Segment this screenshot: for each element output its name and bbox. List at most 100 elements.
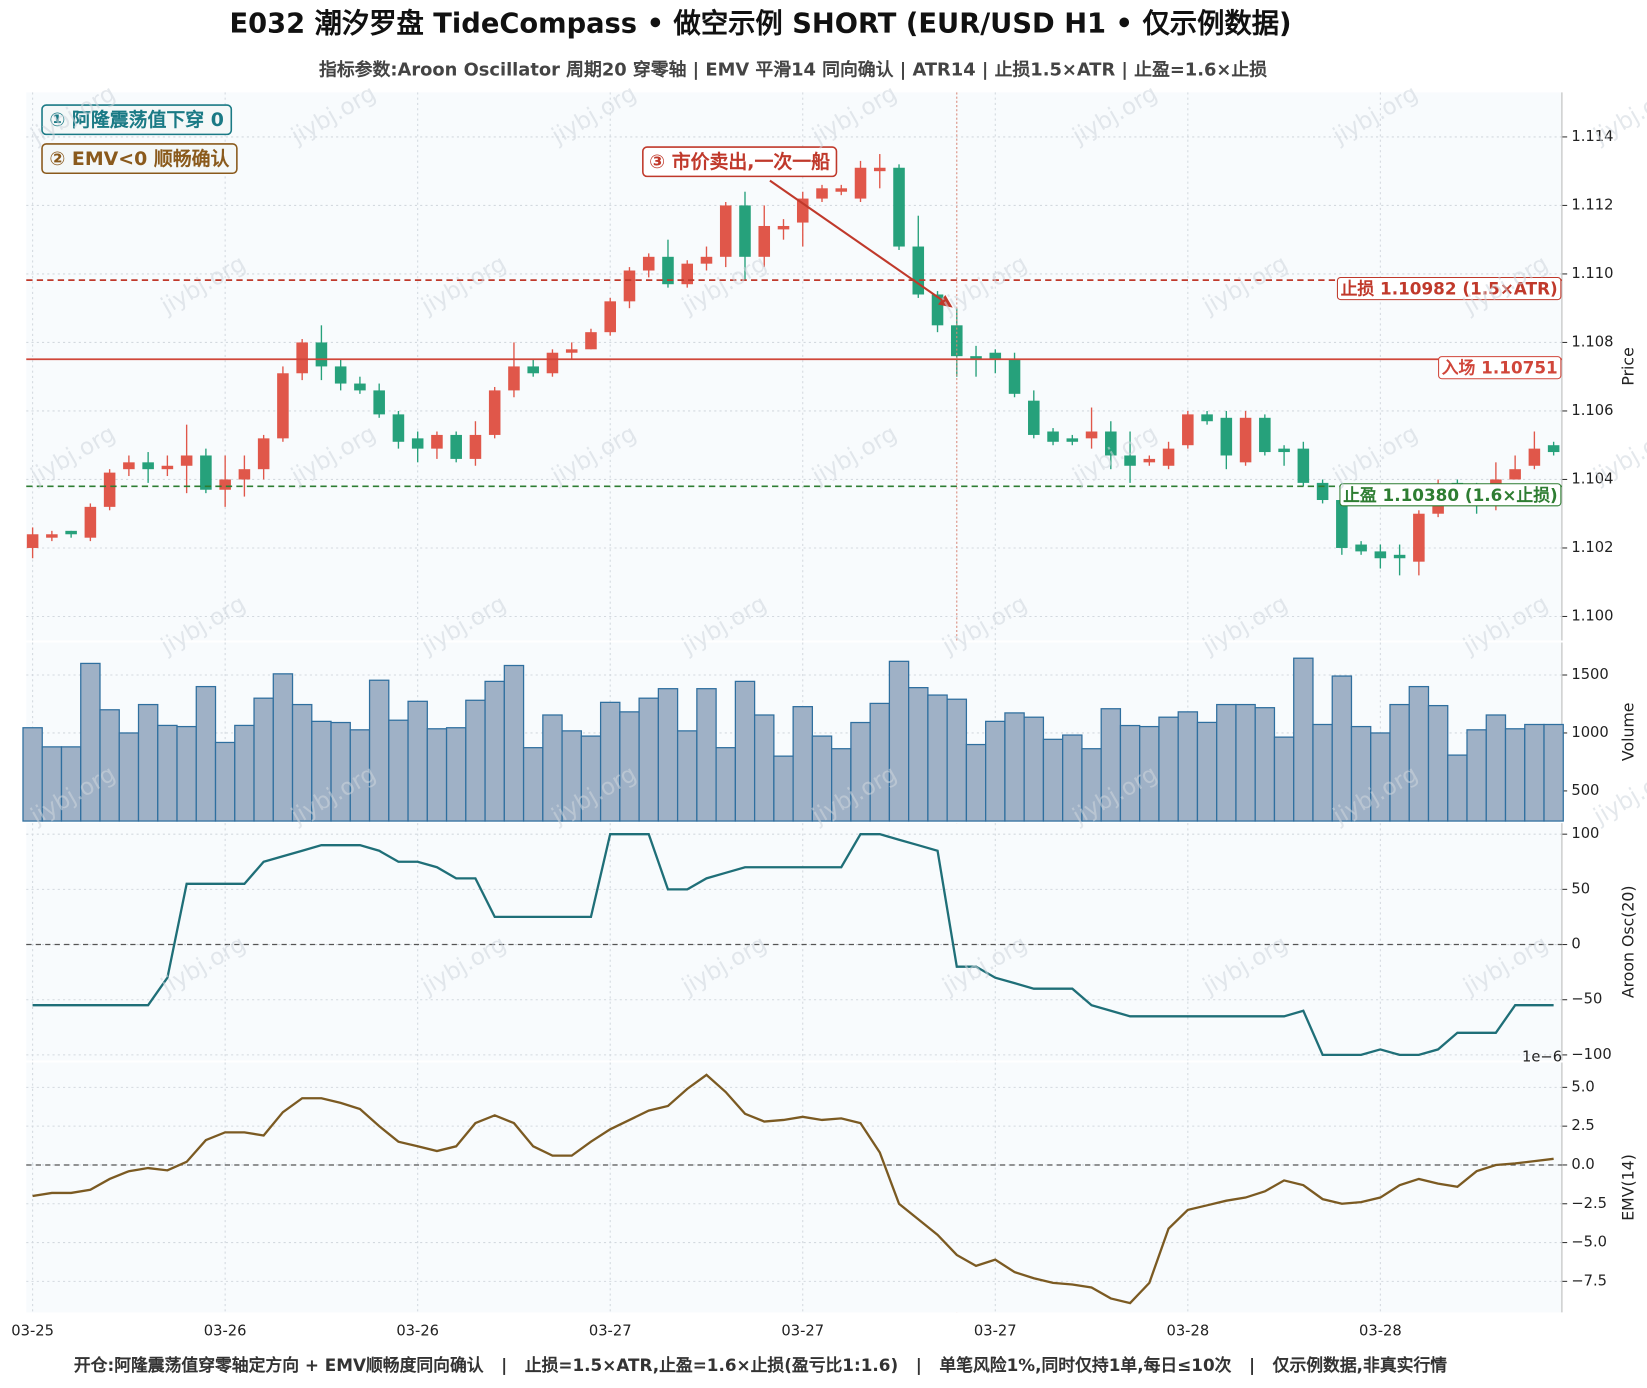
candle-body <box>1201 414 1213 422</box>
candle-body <box>277 373 289 439</box>
candle-body <box>1239 417 1252 463</box>
annotation-arrowhead <box>937 295 953 308</box>
footer: 开仓:阿隆震荡值穿零轴定方向 + EMV顺畅度同向确认 | 止损=1.5×ATR… <box>74 1355 1447 1375</box>
candle-body <box>411 438 424 449</box>
y-tick-label: 1.108 <box>1571 333 1613 350</box>
candle-body <box>1047 431 1059 442</box>
candle-body <box>123 462 135 470</box>
x-tick-label: 03-26 <box>396 1322 439 1339</box>
x-tick-label: 03-28 <box>1166 1322 1209 1339</box>
y-tick-label: 1.102 <box>1571 539 1613 556</box>
y-axis-label: EMV(14) <box>1619 1154 1638 1221</box>
y-tick-label: −100 <box>1571 1046 1611 1063</box>
candle-body <box>142 462 154 470</box>
candle-body <box>854 167 867 199</box>
candle-body <box>931 294 944 326</box>
volume-bar <box>272 673 294 822</box>
candle-body <box>777 225 790 230</box>
legend-box <box>41 104 233 136</box>
candle-body <box>816 188 828 199</box>
volume-bar <box>214 741 236 822</box>
y-tick-label: 0 <box>1571 936 1580 953</box>
volume-bar <box>1042 738 1064 822</box>
candle-body <box>354 383 366 391</box>
volume-bar <box>522 747 544 822</box>
candle-body <box>1220 417 1233 456</box>
candle-body <box>1066 438 1079 442</box>
candle-body <box>431 434 443 449</box>
candle-body <box>623 270 636 302</box>
candle-body <box>219 479 231 490</box>
y-tick-label: 5.0 <box>1571 1078 1594 1095</box>
volume-bar <box>234 724 255 822</box>
candle-body <box>989 352 1002 360</box>
candle-body <box>681 263 694 285</box>
x-tick-label: 03-27 <box>781 1322 824 1339</box>
y-tick-label: 500 <box>1571 782 1599 799</box>
volume-bar <box>1466 729 1487 822</box>
volume-bar <box>445 727 467 822</box>
candle-body <box>527 366 539 374</box>
volume-bar <box>792 706 814 822</box>
candle-body <box>65 530 77 535</box>
candle-body <box>546 352 559 374</box>
candle-body <box>565 349 578 353</box>
volume-bar <box>137 703 159 822</box>
volume-bar <box>465 699 486 822</box>
chart-subtitle: 指标参数:Aroon Oscillator 周期20 穿零轴 | EMV 平滑1… <box>319 58 1267 80</box>
candle-body <box>1182 414 1194 446</box>
y-tick-label: 0.0 <box>1571 1156 1594 1173</box>
candle-body <box>488 390 501 435</box>
candle-body <box>469 434 482 459</box>
volume-bar <box>985 720 1006 822</box>
y-tick-label: 1.114 <box>1571 128 1613 145</box>
candle-body <box>200 455 212 490</box>
candle-body <box>1509 469 1521 480</box>
candle-body <box>1105 431 1117 456</box>
x-tick-label: 03-26 <box>204 1322 247 1339</box>
candle-body <box>873 167 886 172</box>
level-label-box <box>1438 356 1562 380</box>
y-tick-label: 1.112 <box>1571 196 1613 213</box>
candle-body <box>450 434 462 459</box>
candle-body <box>296 342 308 374</box>
candle-body <box>1316 482 1329 501</box>
x-tick-label: 03-27 <box>974 1322 1017 1339</box>
candle-body <box>1336 500 1348 548</box>
y-tick-label: −50 <box>1571 991 1602 1008</box>
candle-body <box>642 256 655 271</box>
x-tick-label: 03-28 <box>1359 1322 1402 1339</box>
candle-body <box>103 472 116 507</box>
volume-bar <box>1273 736 1295 822</box>
volume-bar <box>927 694 948 822</box>
y-tick-label: 1500 <box>1571 666 1608 683</box>
chart-title: E032 潮汐罗盘 TideCompass • 做空示例 SHORT (EUR/… <box>229 8 1291 40</box>
y-tick-label: 2.5 <box>1571 1117 1594 1134</box>
candle-body <box>719 205 732 257</box>
volume-bar <box>965 743 987 822</box>
volume-bar <box>1447 754 1468 822</box>
watermark: jiybj.org <box>1589 81 1647 150</box>
volume-bar <box>253 697 274 822</box>
y-tick-label: 100 <box>1571 825 1599 842</box>
candle-body <box>796 198 809 223</box>
y-axis-label: Volume <box>1619 703 1638 762</box>
candle-body <box>604 301 616 333</box>
y-tick-label: 1.104 <box>1571 470 1613 487</box>
candle-body <box>585 332 597 350</box>
volume-bar <box>1427 704 1449 822</box>
candle-body <box>334 366 347 384</box>
volume-bar <box>176 725 197 822</box>
volume-bar <box>388 719 409 822</box>
volume-bar <box>1158 716 1179 822</box>
candle-body <box>373 390 385 415</box>
offset-label: 1e−6 <box>1522 1048 1562 1065</box>
candle-body <box>1547 445 1560 453</box>
volume-bar <box>657 688 679 822</box>
level-label-box <box>1339 483 1562 507</box>
candle-body <box>315 342 328 367</box>
volume-bar <box>638 697 659 822</box>
y-tick-label: −7.5 <box>1571 1272 1607 1289</box>
candle-body <box>1143 458 1156 463</box>
panel <box>26 1062 1562 1313</box>
